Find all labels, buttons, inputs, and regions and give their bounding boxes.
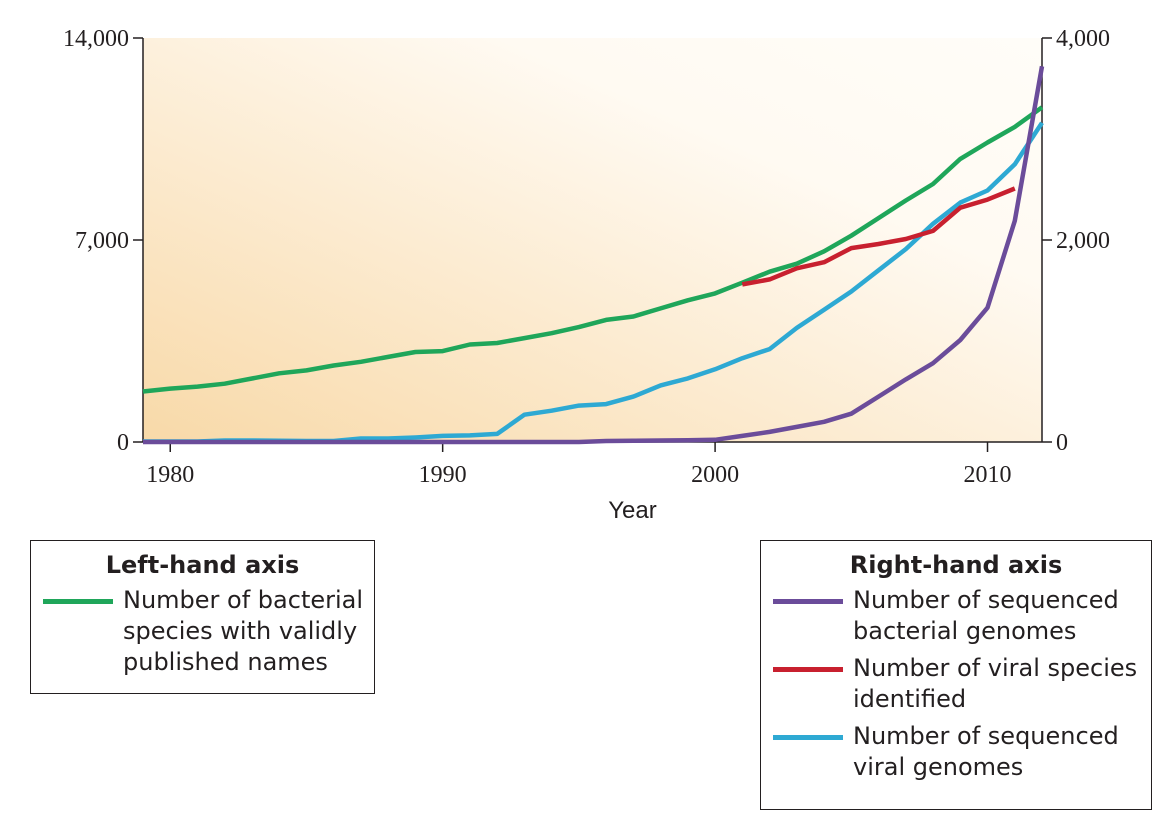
legend-left-entries: Number of bacterial species with validly… [31,585,374,678]
left-axis-tick-label: 14,000 [63,26,129,52]
legend-right-axis: Right-hand axis Number of sequenced bact… [760,540,1152,810]
legend-label: Number of sequenced viral genomes [853,722,1119,781]
right-axis-tick-label: 2,000 [1056,228,1110,254]
legend-right-entries: Number of sequenced bacterial genomes Num… [761,585,1151,783]
legend-entry: Number of bacterial species with validly… [31,585,374,678]
series-line [143,65,1045,445]
x-axis-tick-label: 2000 [691,462,739,488]
right-axis-tick-label: 0 [1056,430,1068,456]
series-line [741,186,1016,287]
legend-swatch [43,599,113,604]
legend-label: Number of viral species identified [853,654,1138,713]
legend-swatch [773,667,843,672]
left-axis-tick-label: 7,000 [75,228,129,254]
legend-label: Number of bacterial species with validly… [123,586,364,676]
left-axis-tick-label: 0 [117,430,129,456]
right-axis-tick-label: 4,000 [1056,26,1110,52]
x-axis-title: Year [608,497,657,524]
x-axis-tick-label: 1980 [146,462,194,488]
legend-left-title: Left-hand axis [105,551,300,579]
legend-swatch [773,735,843,740]
legend-entry: Number of viral species identified [761,653,1151,715]
legend-swatch [773,599,843,604]
series-line [142,105,1044,394]
x-axis-tick-label: 1990 [419,462,467,488]
legend-left-axis: Left-hand axis Number of bacterial speci… [30,540,375,694]
legend-entry: Number of sequenced viral genomes [761,721,1151,783]
x-axis-tick-label: 2010 [964,462,1012,488]
legend-right-title: Right-hand axis [849,551,1063,579]
legend-label: Number of sequenced bacterial genomes [853,586,1119,645]
legend-entry: Number of sequenced bacterial genomes [761,585,1151,647]
